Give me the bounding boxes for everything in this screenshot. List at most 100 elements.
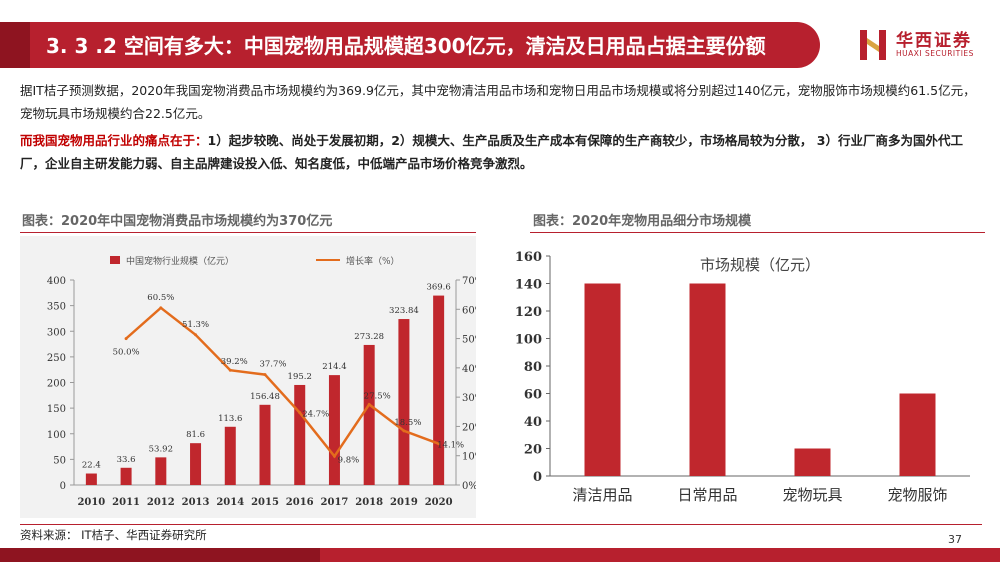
chart1-title: 图表：2020年中国宠物消费品市场规模约为370亿元: [22, 214, 333, 229]
growth-rate-label: 39.2%: [221, 357, 248, 367]
x-tick-label: 2011: [112, 497, 140, 508]
growth-rate-line: [125, 306, 440, 459]
y-tick-label: 80: [524, 360, 542, 375]
bar-2012: [155, 457, 167, 485]
pet-products-segment-chart: 市场规模（亿元） 0 20 40 60 80 100 120 140 160 清洁用品 日常用品 宠物玩…: [515, 250, 970, 504]
y-tick-label: 400: [47, 276, 66, 287]
x-tick-label: 2020: [425, 497, 453, 508]
bar-日常用品: [689, 283, 726, 476]
slide-header: 3. 3 .2 空间有多大：中国宠物用品规模超300亿元，清洁及日用品占据主要份…: [0, 22, 1000, 68]
bar-2019: [398, 319, 410, 485]
y-tick-label: 140: [515, 278, 542, 293]
chart2-title: 图表：2020年宠物用品细分市场规模: [533, 214, 752, 229]
y-tick-label: 300: [47, 327, 66, 338]
y2-tick-label: 40%: [462, 364, 476, 375]
bar-2013: [190, 443, 202, 485]
logo-text-cn: 华西证券: [896, 31, 972, 51]
bar-value-label: 273.28: [354, 332, 384, 342]
bar-value-label: 323.84: [389, 306, 419, 316]
x-tick-label: 2012: [147, 497, 175, 508]
company-logo: 华西证券 HUAXI SECURITIES: [858, 22, 988, 68]
growth-rate-label: 37.7%: [259, 360, 286, 370]
y-tick-label: 250: [47, 353, 66, 364]
y-tick-label: 120: [515, 305, 542, 320]
growth-rate-label: 51.3%: [182, 320, 209, 330]
growth-rate-point: [124, 337, 128, 341]
bar-value-label: 33.6: [117, 455, 136, 465]
growth-rate-point: [263, 373, 267, 377]
bar-2020: [433, 295, 445, 485]
logo-text-en: HUAXI SECURITIES: [896, 49, 974, 58]
y2-tick-label: 0%: [462, 481, 476, 492]
x-tick-label: 2014: [216, 497, 244, 508]
bar-2011: [120, 467, 132, 485]
bar-value-label: 22.4: [82, 461, 101, 471]
y-tick-label: 150: [47, 404, 66, 415]
growth-rate-point: [367, 402, 371, 406]
growth-rate-label: 18.5%: [394, 418, 421, 428]
growth-rate-point: [332, 454, 336, 458]
growth-rate-point: [194, 333, 198, 337]
paragraph-market-size: 据IT桔子预测数据，2020年我国宠物消费品市场规模约为369.9亿元，其中宠物…: [20, 83, 976, 121]
bar-value-label: 214.4: [322, 362, 346, 372]
growth-rate-point: [437, 442, 441, 446]
y2-tick-label: 50%: [462, 335, 476, 346]
x-tick-label: 2015: [251, 497, 279, 508]
x-tick-label: 日常用品: [677, 486, 737, 504]
legend-bar-swatch: [110, 256, 120, 264]
x-tick-label: 宠物服饰: [887, 486, 947, 504]
chart2-title-rule: [530, 232, 985, 233]
growth-rate-point: [228, 368, 232, 372]
y2-tick-label: 10%: [462, 452, 476, 463]
y-tick-label: 160: [515, 250, 542, 265]
x-tick-label: 2019: [390, 497, 418, 508]
y-tick-label: 200: [47, 379, 66, 390]
bar-宠物玩具: [794, 448, 831, 476]
bar-2010: [85, 473, 97, 485]
footer-bar: [0, 548, 1000, 562]
pet-consumer-market-chart: 中国宠物行业规模（亿元） 增长率（%） 0 50 100 150 200 250 300 350 4…: [47, 255, 476, 508]
bar-value-label: 81.6: [186, 430, 205, 440]
y2-tick-label: 60%: [462, 305, 476, 316]
growth-rate-label: 27.5%: [364, 391, 391, 401]
growth-rate-label: 50.0%: [113, 348, 140, 358]
bar-value-label: 156.48: [250, 392, 280, 402]
growth-rate-point: [159, 306, 163, 310]
y-tick-label: 40: [524, 415, 542, 430]
bar-2014: [224, 426, 236, 485]
legend-label: 市场规模（亿元）: [700, 256, 820, 274]
y2-tick-label: 30%: [462, 393, 476, 404]
slide-title: 3. 3 .2 空间有多大：中国宠物用品规模超300亿元，清洁及日用品占据主要份…: [46, 34, 766, 58]
page-number: 37: [948, 533, 962, 546]
growth-rate-label: 9.8%: [338, 455, 360, 465]
y2-tick-label: 20%: [462, 422, 476, 433]
legend-bar-label: 中国宠物行业规模（亿元）: [126, 255, 234, 267]
bar-value-label: 113.6: [218, 414, 242, 424]
pain-points-text: 1）起步较晚、尚处于发展初期，2）规模大、生产品质及生产成本有保障的生产商较少，…: [20, 133, 963, 171]
paragraph-pain-points: 而我国宠物用品行业的痛点在于：1）起步较晚、尚处于发展初期，2）规模大、生产品质…: [20, 129, 985, 175]
y2-tick-label: 70%: [462, 276, 476, 287]
y-tick-label: 350: [47, 302, 66, 313]
bar-清洁用品: [584, 283, 621, 476]
source-note: 资料来源： IT桔子、华西证券研究所: [20, 524, 982, 543]
title-accent: [0, 22, 30, 68]
bar-value-label: 369.6: [426, 283, 450, 293]
growth-rate-point: [298, 411, 302, 415]
bar-宠物服饰: [899, 393, 936, 476]
x-tick-label: 2018: [355, 497, 383, 508]
x-tick-label: 2013: [182, 497, 210, 508]
x-tick-label: 2010: [77, 497, 105, 508]
bar-value-label: 195.2: [288, 372, 312, 382]
bar-2015: [259, 404, 271, 485]
chart1-title-rule: [20, 232, 476, 233]
y-tick-label: 100: [515, 333, 542, 348]
x-tick-label: 2017: [321, 497, 349, 508]
y-tick-label: 100: [47, 430, 66, 441]
y-tick-label: 0: [60, 481, 66, 492]
legend-line-label: 增长率（%）: [346, 255, 400, 267]
bar-2016: [294, 384, 306, 485]
y-tick-label: 60: [524, 388, 542, 403]
bar-2018: [363, 344, 375, 485]
y-tick-label: 50: [53, 455, 66, 466]
huaxi-logo-icon: [860, 30, 886, 60]
